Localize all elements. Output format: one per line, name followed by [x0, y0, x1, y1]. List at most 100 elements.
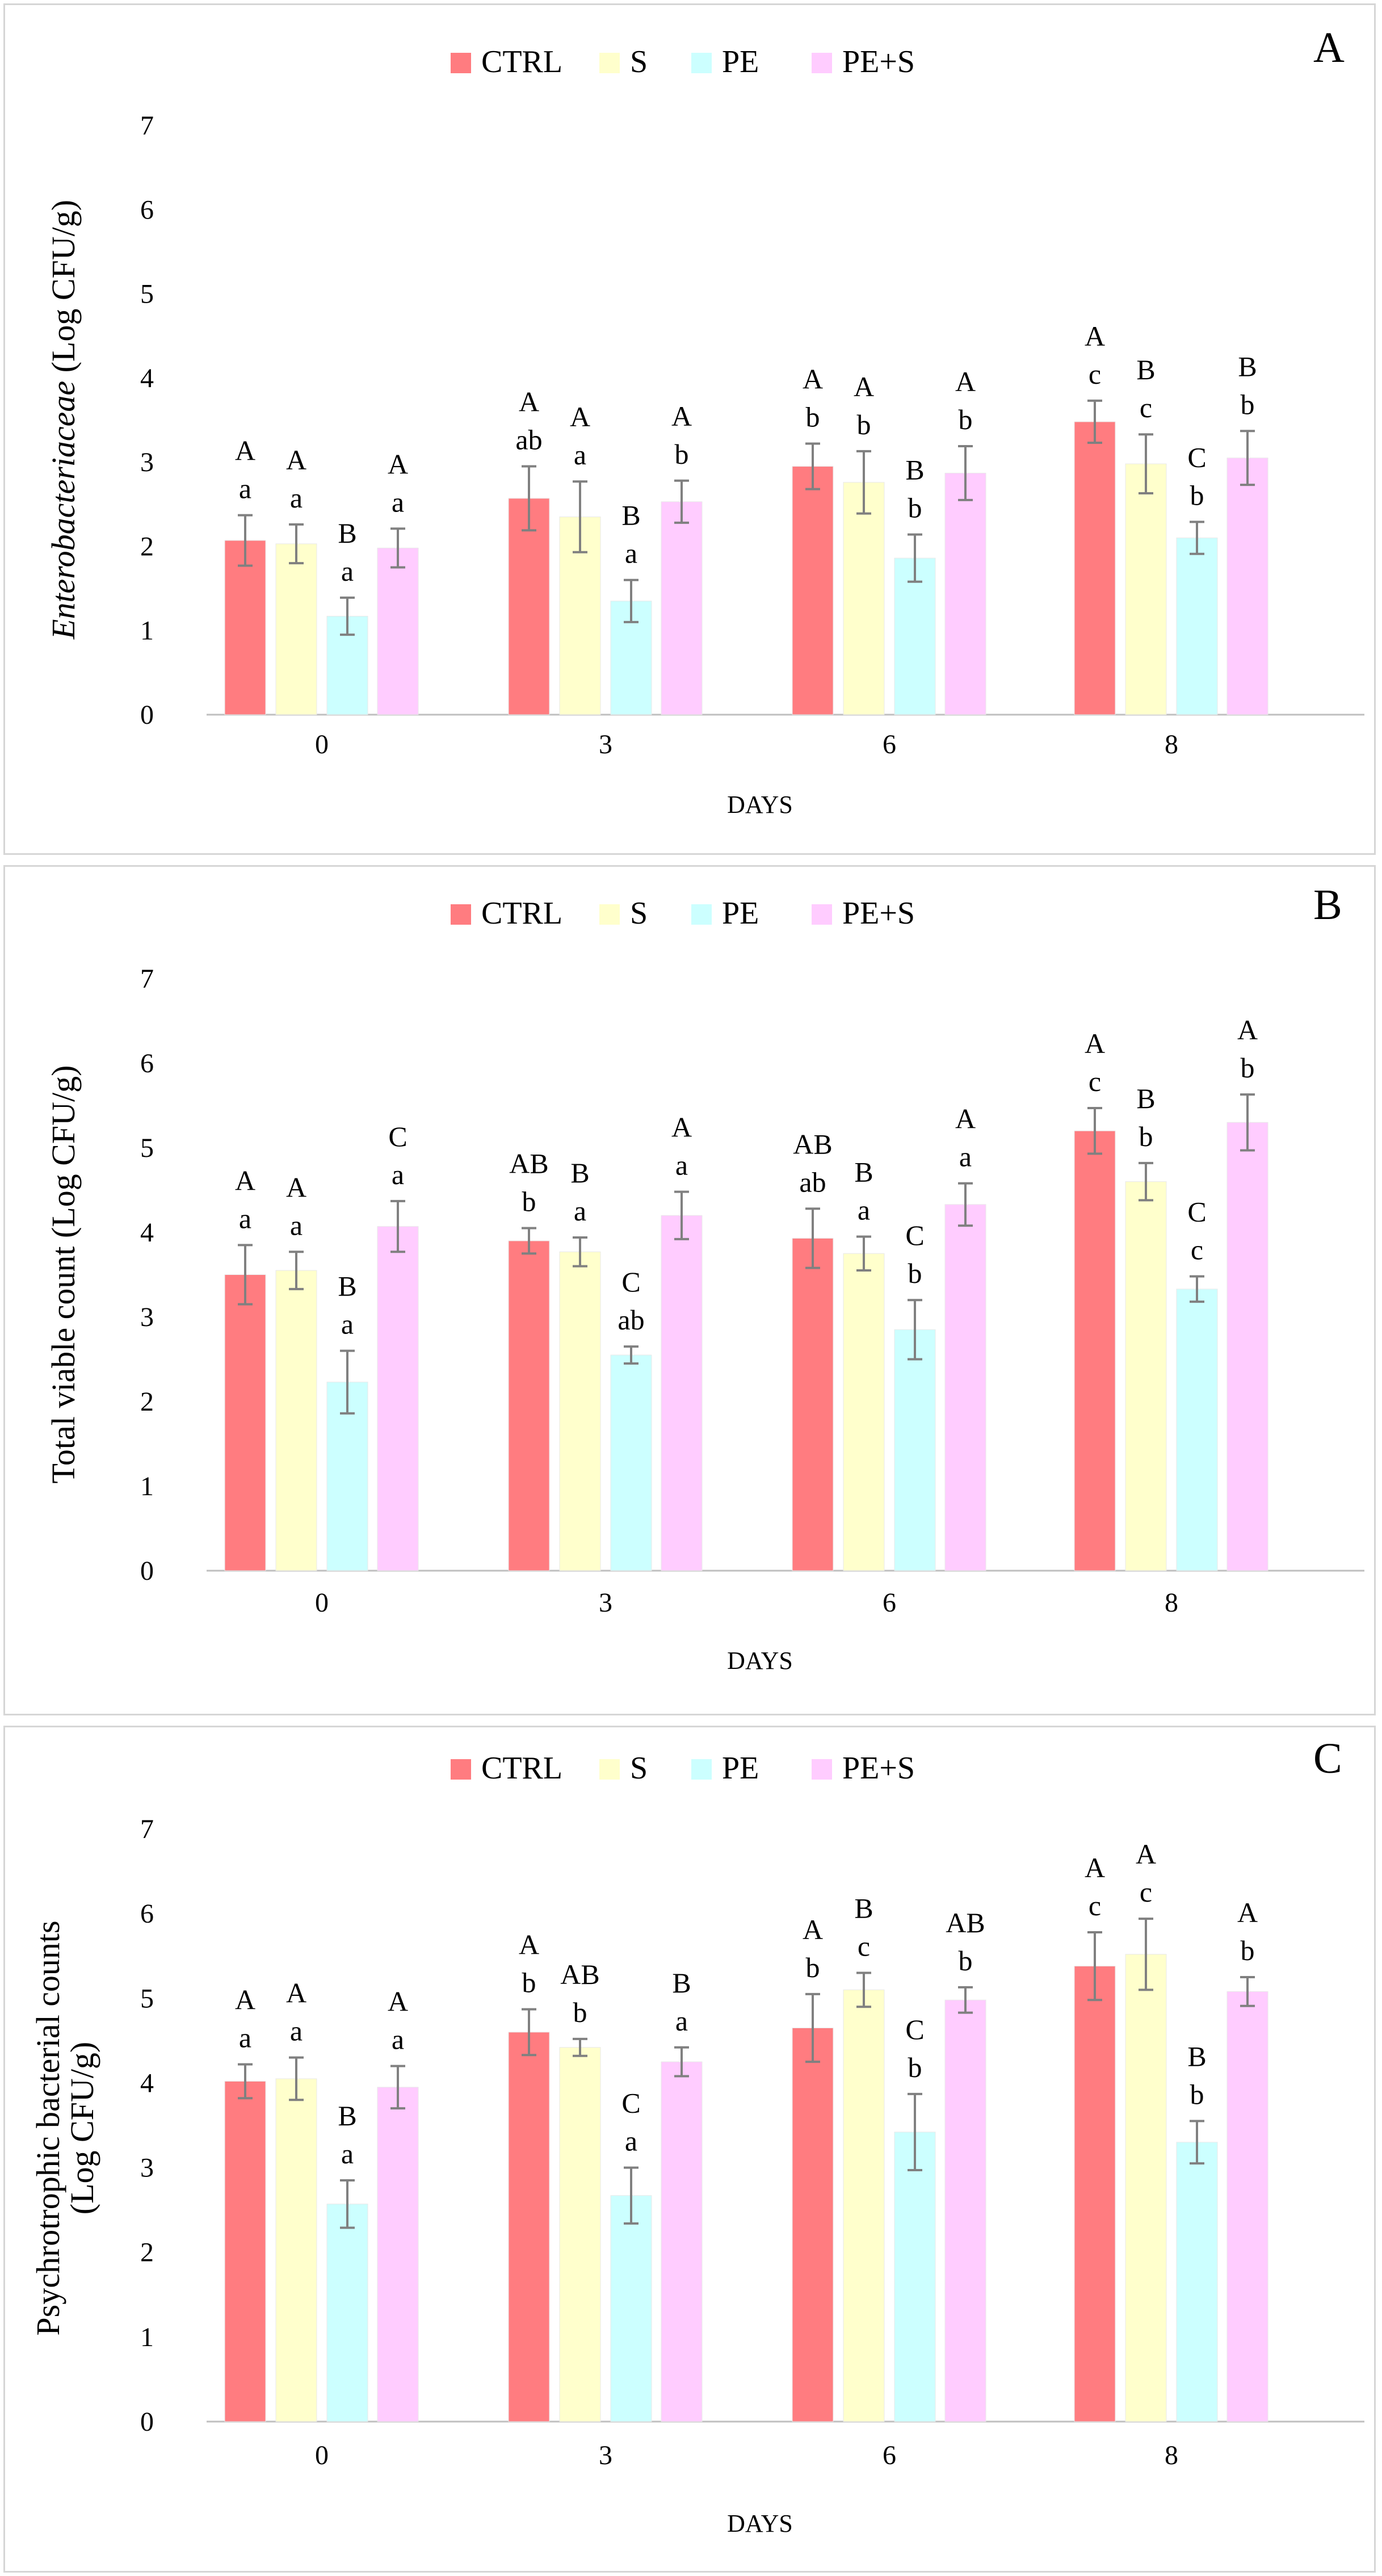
legend-label-s: S — [630, 1751, 648, 1786]
y-tick-label: 0 — [140, 2407, 154, 2437]
significance-lower: a — [290, 1209, 303, 1241]
significance-lower: b — [1190, 2079, 1204, 2111]
significance-upper: A — [388, 448, 408, 480]
x-tick-label: 0 — [315, 729, 329, 760]
legend-swatch-pe — [691, 53, 712, 73]
bar-pe-day-8 — [1176, 1289, 1218, 1571]
y-tick-label: 5 — [140, 1133, 154, 1163]
bar-ctrl-day-0 — [224, 2080, 266, 2422]
x-tick-label: 0 — [315, 2440, 329, 2470]
bar-s-day-3 — [559, 2047, 601, 2422]
significance-upper: A — [671, 1111, 692, 1143]
significance-lower: c — [858, 1931, 870, 1962]
y-tick-label: 0 — [140, 700, 154, 730]
bar-ctrl-day-3 — [508, 498, 550, 715]
significance-lower: c — [1089, 1890, 1101, 1921]
bar-pe-plus-s-day-6 — [944, 472, 986, 715]
bar-pe-plus-s-day-0 — [377, 1226, 419, 1571]
significance-upper: C — [1187, 441, 1206, 473]
legend-label-ctrl: CTRL — [481, 896, 562, 931]
bar-pe-plus-s-day-6 — [944, 1204, 986, 1571]
significance-lower: a — [239, 473, 251, 505]
x-axis-label: DAYS — [727, 1647, 793, 1675]
legend-swatch-pe-plus-s — [812, 1759, 832, 1780]
significance-lower: c — [1140, 392, 1152, 423]
significance-lower: b — [1190, 479, 1204, 511]
y-tick-label: 2 — [140, 531, 154, 561]
significance-upper: C — [1187, 1195, 1206, 1227]
significance-upper: B — [854, 1156, 873, 1188]
significance-lower: b — [806, 1952, 820, 1983]
significance-upper: B — [1238, 350, 1257, 382]
significance-lower: a — [341, 1308, 354, 1340]
y-axis-label-unit: (Log CFU/g) — [45, 200, 82, 381]
significance-upper: A — [1136, 1838, 1156, 1870]
significance-upper: AB — [793, 1128, 832, 1160]
significance-lower: b — [522, 1186, 536, 1218]
y-tick-label: 4 — [140, 1218, 154, 1248]
y-tick-label: 3 — [140, 1302, 154, 1332]
significance-lower: b — [959, 1945, 973, 1977]
bar-pe-plus-s-day-0 — [377, 547, 419, 715]
legend-label-pe-plus-s: PE+S — [842, 1751, 915, 1786]
x-tick-label: 6 — [883, 729, 896, 760]
significance-lower: b — [1241, 388, 1255, 420]
significance-upper: B — [621, 500, 640, 531]
significance-upper: B — [1187, 2041, 1206, 2072]
significance-upper: A — [955, 366, 976, 397]
bar-s-day-0 — [275, 2078, 317, 2422]
significance-upper: A — [519, 1929, 539, 1961]
bar-s-day-3 — [559, 1251, 601, 1571]
significance-upper: C — [388, 1121, 407, 1152]
significance-lower: b — [1241, 1935, 1255, 1966]
bar-s-day-6 — [843, 1253, 885, 1571]
significance-lower: a — [959, 1141, 972, 1173]
significance-upper: B — [338, 517, 356, 549]
legend-label-pe: PE — [722, 896, 759, 931]
significance-lower: b — [908, 1257, 922, 1289]
legend-swatch-s — [599, 53, 620, 73]
bar-s-day-8 — [1125, 1954, 1167, 2422]
bar-ctrl-day-6 — [792, 2027, 834, 2422]
significance-upper: A — [671, 400, 692, 432]
significance-lower: a — [675, 2005, 688, 2037]
significance-upper: B — [1136, 1083, 1155, 1114]
significance-upper: A — [854, 371, 874, 402]
significance-upper: AB — [560, 1958, 599, 1990]
y-tick-label: 6 — [140, 1048, 154, 1079]
x-axis-label: DAYS — [727, 791, 793, 819]
bar-pe-day-6 — [894, 557, 936, 715]
y-tick-label: 1 — [140, 2322, 154, 2352]
bar-ctrl-day-3 — [508, 2032, 550, 2422]
panel-letter: C — [1313, 1735, 1342, 1782]
x-tick-label: 6 — [883, 1588, 896, 1618]
significance-upper: A — [286, 1977, 306, 2009]
x-tick-label: 3 — [599, 2440, 612, 2470]
significance-upper: C — [905, 2013, 924, 2045]
bar-ctrl-day-6 — [792, 466, 834, 715]
y-tick-label: 6 — [140, 1899, 154, 1929]
legend-swatch-pe-plus-s — [812, 904, 832, 925]
y-tick-label: 3 — [140, 447, 154, 477]
y-tick-label: 4 — [140, 2068, 154, 2098]
bar-pe-plus-s-day-8 — [1226, 1122, 1268, 1571]
significance-lower: a — [574, 439, 586, 471]
significance-lower: c — [1191, 1234, 1203, 1265]
bar-pe-plus-s-day-8 — [1226, 458, 1268, 715]
significance-upper: A — [286, 1171, 306, 1203]
significance-lower: b — [908, 492, 922, 524]
legend-label-s: S — [630, 896, 648, 931]
bar-pe-day-3 — [610, 2195, 652, 2422]
y-axis-label: Enterobacteriaceae (Log CFU/g) — [45, 200, 82, 640]
significance-lower: ab — [618, 1304, 644, 1336]
significance-lower: b — [1241, 1052, 1255, 1084]
legend-label-ctrl: CTRL — [481, 44, 562, 79]
y-axis-label: Total viable count (Log CFU/g) — [45, 1065, 82, 1484]
x-tick-label: 8 — [1165, 729, 1178, 760]
legend-swatch-ctrl — [451, 53, 471, 73]
bar-pe-day-8 — [1176, 538, 1218, 715]
y-tick-label: 2 — [140, 2238, 154, 2268]
y-tick-label: 1 — [140, 1471, 154, 1501]
significance-lower: b — [522, 1967, 536, 1999]
